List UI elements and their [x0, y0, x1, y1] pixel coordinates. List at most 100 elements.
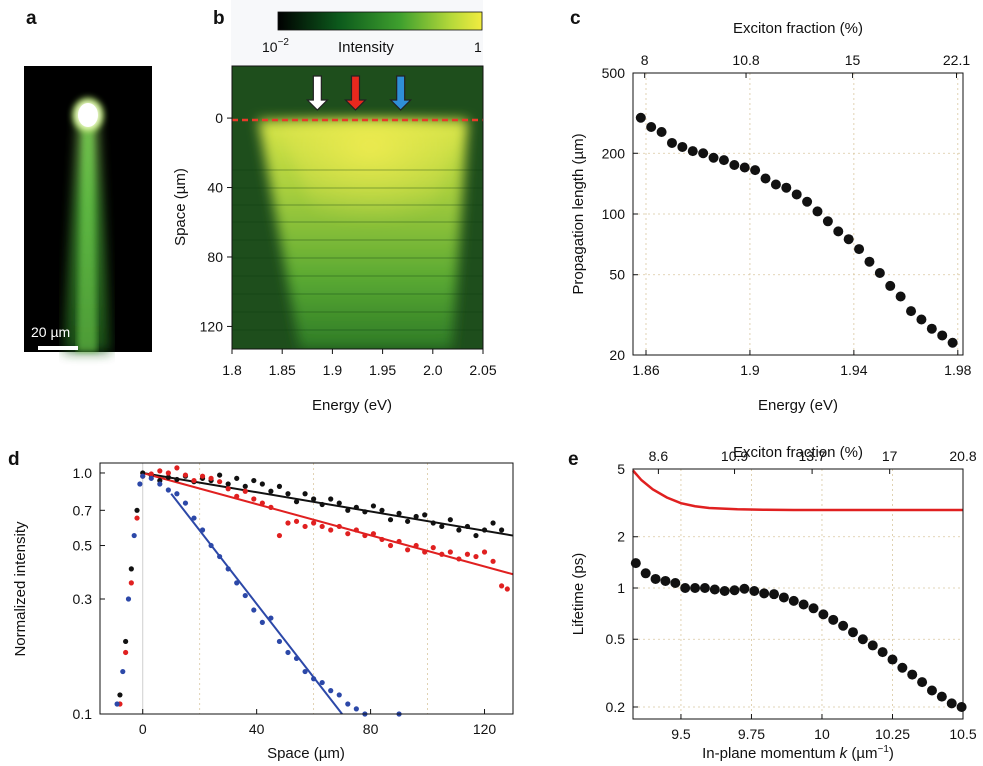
c-data-point [916, 314, 926, 324]
d-data-point [217, 554, 222, 559]
d-data-point [277, 533, 282, 538]
d-data-point [302, 491, 307, 496]
c-ytick-label: 500 [602, 65, 626, 81]
d-data-point [388, 517, 393, 522]
d-data-point [251, 496, 256, 501]
b-ylabel: Space (µm) [172, 168, 189, 246]
d-data-point [414, 514, 419, 519]
d-data-point [405, 519, 410, 524]
e-data-point [641, 568, 651, 578]
d-data-point [505, 586, 510, 591]
c-data-point [740, 163, 750, 173]
d-data-point [277, 484, 282, 489]
d-data-point [174, 465, 179, 470]
d-data-point [200, 474, 205, 479]
d-data-point [328, 527, 333, 532]
c-top-tick-label: 10.8 [732, 52, 759, 68]
d-data-point [117, 692, 122, 697]
e-ytick-label: 5 [617, 461, 625, 477]
b-xtick-label: 1.95 [369, 362, 396, 378]
d-data-point [277, 639, 282, 644]
c-data-point [729, 160, 739, 170]
c-data-point [812, 206, 822, 216]
d-data-point [328, 688, 333, 693]
d-data-point [490, 520, 495, 525]
d-data-point [311, 676, 316, 681]
e-data-point [720, 586, 730, 596]
d-data-point [200, 527, 205, 532]
d-data-point [354, 505, 359, 510]
c-data-point [709, 153, 719, 163]
e-ytick-label: 2 [617, 529, 625, 545]
c-data-point [750, 165, 760, 175]
e-top-tick-label: 20.8 [949, 448, 976, 464]
d-data-point [490, 559, 495, 564]
c-data-point [646, 122, 656, 132]
e-xtick-label: 9.5 [671, 726, 691, 742]
c-xtick-label: 1.86 [632, 362, 659, 378]
b-xlabel: Energy (eV) [312, 397, 392, 414]
d-data-point [302, 524, 307, 529]
e-data-point [631, 558, 641, 568]
d-data-point [311, 520, 316, 525]
d-data-point [311, 496, 316, 501]
d-data-point [191, 478, 196, 483]
c-data-point [844, 234, 854, 244]
d-data-point [183, 500, 188, 505]
c-data-point [698, 148, 708, 158]
d-data-point [234, 494, 239, 499]
e-ylabel: Lifetime (ps) [570, 553, 587, 636]
e-data-point [651, 574, 661, 584]
e-xtick-label: 10 [814, 726, 830, 742]
c-data-point [657, 127, 667, 137]
d-data-point [362, 509, 367, 514]
d-data-point [226, 566, 231, 571]
e-data-point [947, 698, 957, 708]
d-data-point [114, 701, 119, 706]
b-xtick-label: 2.05 [469, 362, 496, 378]
d-data-point [243, 484, 248, 489]
c-data-point [792, 189, 802, 199]
d-data-point [217, 472, 222, 477]
d-data-point [268, 489, 273, 494]
d-data-point [294, 656, 299, 661]
c-xlabel: Energy (eV) [758, 397, 838, 414]
panel-letter-c: c [570, 8, 581, 29]
d-data-point [465, 552, 470, 557]
e-data-point [789, 596, 799, 606]
colorbar [278, 12, 482, 30]
b-ytick-label: 0 [215, 110, 223, 126]
d-data-point [482, 549, 487, 554]
colorbar-max-label: 1 [474, 39, 482, 55]
d-data-point [456, 556, 461, 561]
e-data-point [779, 592, 789, 602]
e-data-point [809, 603, 819, 613]
c-data-point [896, 291, 906, 301]
panel-d: d 0 40 80 1200.10.30.50.71.0 Space (µm) Nor… [8, 449, 513, 762]
e-data-point [957, 702, 967, 712]
d-data-point [499, 527, 504, 532]
d-data-point [166, 487, 171, 492]
d-data-point [345, 531, 350, 536]
d-data-point [465, 524, 470, 529]
panel-c: c 1.86 1.9 1.94 1.9820501002005008 10.8 15 22.… [570, 8, 972, 414]
c-ytick-label: 100 [602, 206, 626, 222]
e-data-point [660, 576, 670, 586]
c-data-point [636, 113, 646, 123]
e-plot-area [633, 469, 963, 719]
d-data-point [448, 517, 453, 522]
d-ytick-label: 0.7 [73, 502, 93, 518]
d-data-point [251, 607, 256, 612]
d-data-point [268, 615, 273, 620]
e-xtick-label: 9.75 [738, 726, 765, 742]
d-data-point [354, 527, 359, 532]
c-data-point [802, 197, 812, 207]
c-xtick-label: 1.9 [740, 362, 760, 378]
d-data-point [448, 549, 453, 554]
d-data-point [422, 512, 427, 517]
d-data-point [294, 519, 299, 524]
d-data-point [243, 593, 248, 598]
b-ytick-label: 120 [200, 318, 224, 334]
d-data-point [422, 549, 427, 554]
e-data-point [739, 584, 749, 594]
